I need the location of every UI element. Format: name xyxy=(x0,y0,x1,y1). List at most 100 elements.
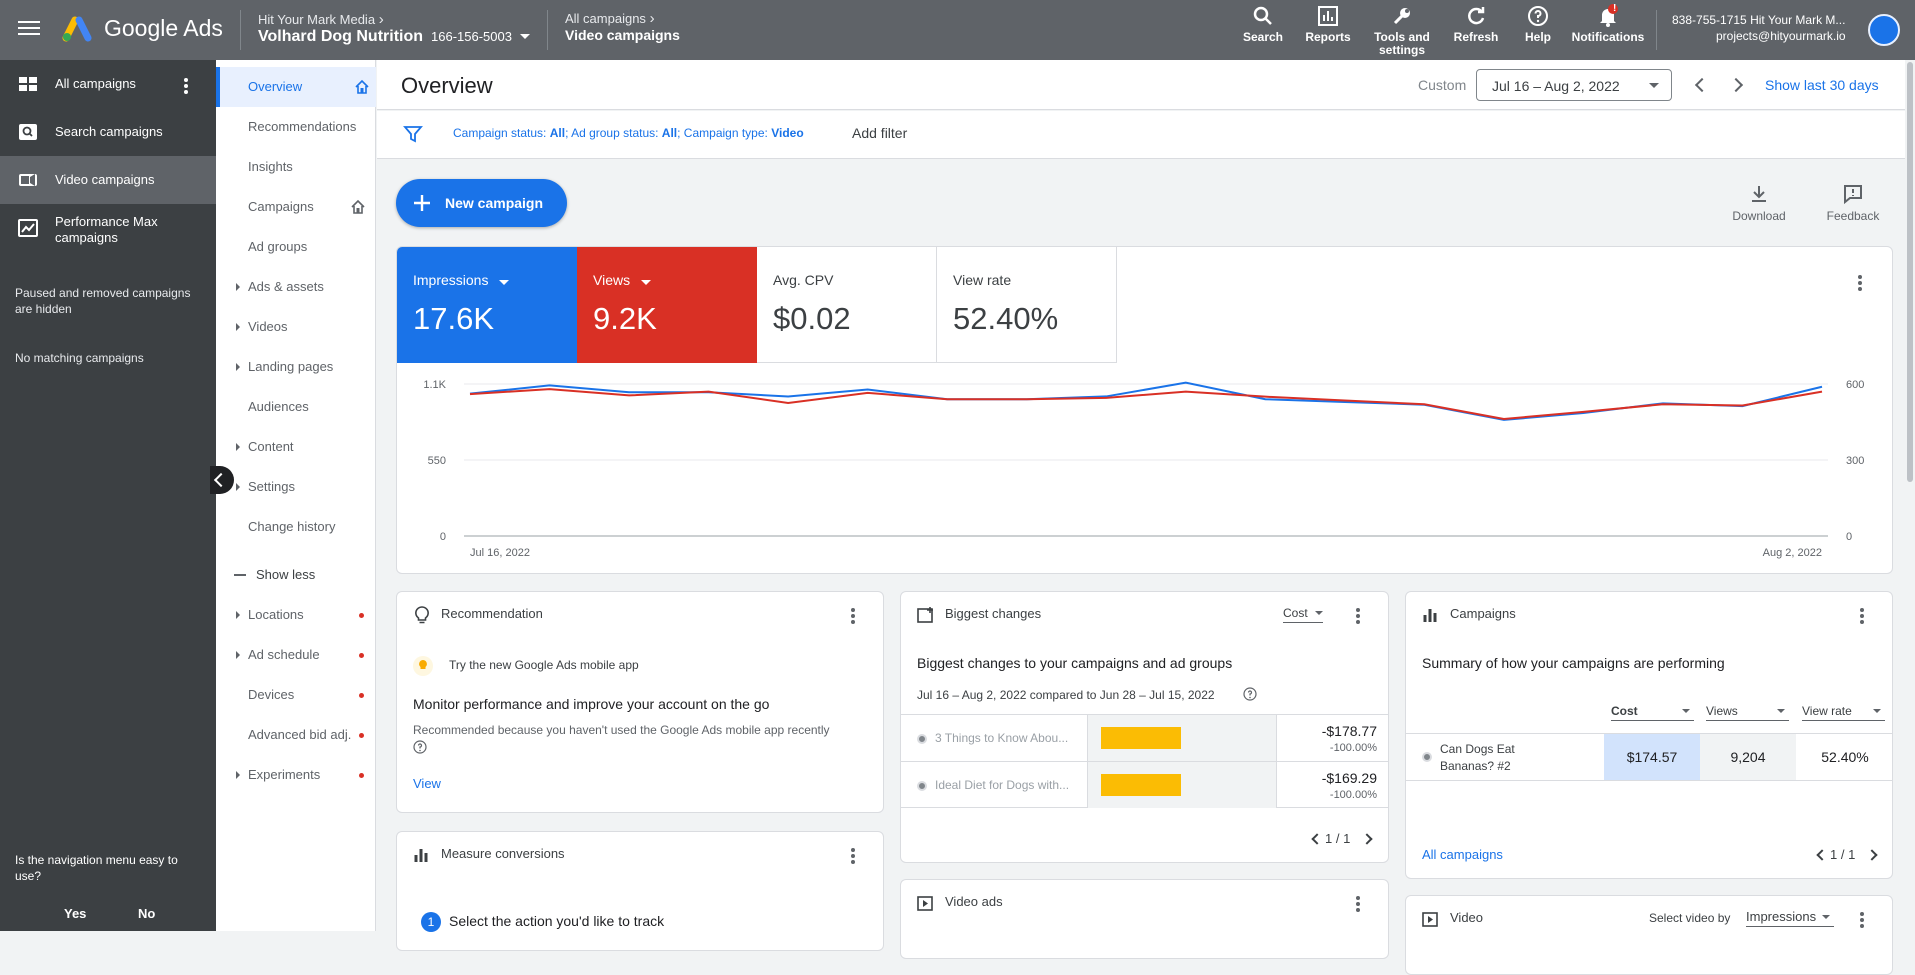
menu-show-less[interactable]: Show less xyxy=(216,555,376,595)
video-metric-selector[interactable]: Impressions xyxy=(1746,909,1834,927)
view-recommendation-link[interactable]: View xyxy=(413,776,441,791)
home-icon[interactable] xyxy=(354,79,370,95)
menu-ad-groups[interactable]: Ad groups xyxy=(216,227,376,267)
biggest-changes-card: Biggest changes Cost Biggest changes to … xyxy=(900,591,1389,863)
nav-video-campaigns[interactable]: Video campaigns xyxy=(0,156,216,204)
divider xyxy=(547,10,548,50)
add-filter-button[interactable]: Add filter xyxy=(852,125,907,141)
tools-settings-button[interactable]: Tools and settings xyxy=(1368,2,1436,57)
all-campaigns-link[interactable]: All campaigns xyxy=(1422,847,1503,862)
feedback-yes-button[interactable]: Yes xyxy=(64,906,86,921)
chevron-right-icon[interactable] xyxy=(1361,833,1372,844)
column-header-cost[interactable]: Cost xyxy=(1611,704,1638,718)
account-parent[interactable]: Hit Your Mark Media › xyxy=(258,11,384,28)
more-options-icon[interactable] xyxy=(851,848,855,866)
more-options-icon[interactable] xyxy=(1860,608,1864,626)
nav-search-campaigns[interactable]: Search campaigns xyxy=(0,108,216,156)
more-options-icon[interactable] xyxy=(184,78,188,96)
menu-content[interactable]: Content xyxy=(216,427,376,467)
more-options-icon[interactable] xyxy=(1860,912,1864,930)
table-row[interactable]: Ideal Diet for Dogs with... -$169.29 -10… xyxy=(901,761,1389,808)
brand-name[interactable]: Google Ads xyxy=(104,15,223,42)
campaign-name[interactable]: Ideal Diet for Dogs with... xyxy=(935,778,1085,792)
expand-arrow-icon xyxy=(236,771,240,779)
feedback-button[interactable]: Feedback xyxy=(1820,183,1886,223)
breadcrumb-parent[interactable]: All campaigns › xyxy=(565,10,655,27)
table-row[interactable]: Can Dogs Eat Bananas? #2 $174.57 9,204 5… xyxy=(1406,733,1893,781)
new-campaign-button[interactable]: New campaign xyxy=(396,179,567,227)
metric-avg-cpv[interactable]: Avg. CPV $0.02 xyxy=(757,247,937,363)
scrollbar-thumb[interactable] xyxy=(1907,62,1913,482)
menu-devices[interactable]: Devices xyxy=(216,675,376,715)
menu-audiences[interactable]: Audiences xyxy=(216,387,376,427)
filter-icon[interactable] xyxy=(403,124,423,144)
more-options-icon[interactable] xyxy=(1858,275,1862,293)
metric-selector[interactable]: Cost xyxy=(1283,606,1323,623)
change-percent: -100.00% xyxy=(1330,789,1377,801)
date-range-picker[interactable]: Jul 16 – Aug 2, 2022 xyxy=(1476,69,1672,101)
nav-performance-max[interactable]: Performance Max campaigns xyxy=(0,204,216,260)
help-icon[interactable] xyxy=(1243,687,1257,701)
user-account-line[interactable]: 838-755-1715 Hit Your Mark M... xyxy=(1672,13,1845,27)
user-email[interactable]: projects@hityourmark.io xyxy=(1716,29,1846,43)
expand-arrow-icon xyxy=(236,363,240,371)
menu-ad-schedule[interactable]: Ad schedule xyxy=(216,635,376,675)
menu-landing-pages[interactable]: Landing pages xyxy=(216,347,376,387)
menu-recommendations[interactable]: Recommendations xyxy=(216,107,376,147)
campaign-name[interactable]: Can Dogs Eat Bananas? #2 xyxy=(1440,741,1558,775)
series-line-views xyxy=(470,389,1822,419)
table-row[interactable]: 3 Things to Know Abou... -$178.77 -100.0… xyxy=(901,714,1389,761)
download-button[interactable]: Download xyxy=(1726,183,1792,223)
chevron-left-icon[interactable] xyxy=(1695,78,1709,92)
chevron-left-icon[interactable] xyxy=(1816,849,1827,860)
column-header-views[interactable]: Views xyxy=(1706,704,1738,718)
refresh-icon xyxy=(1464,4,1488,28)
change-percent: -100.00% xyxy=(1330,742,1377,754)
avatar[interactable] xyxy=(1868,14,1900,46)
column-header-view-rate[interactable]: View rate xyxy=(1802,704,1852,718)
video-card: Video Select video by Impressions xyxy=(1405,895,1893,975)
step-text: Select the action you'd like to track xyxy=(449,913,664,929)
show-last-30-days-link[interactable]: Show last 30 days xyxy=(1765,77,1879,93)
google-ads-logo xyxy=(62,14,92,42)
help-icon[interactable] xyxy=(413,740,427,754)
menu-change-history[interactable]: Change history xyxy=(216,507,376,547)
metric-views[interactable]: Views 9.2K xyxy=(577,247,757,363)
menu-videos[interactable]: Videos xyxy=(216,307,376,347)
menu-experiments[interactable]: Experiments xyxy=(216,755,376,795)
nav-label: Performance Max campaigns xyxy=(55,214,205,246)
active-filters[interactable]: Campaign status: All; Ad group status: A… xyxy=(453,126,804,140)
nav-all-campaigns[interactable]: All campaigns xyxy=(0,60,216,108)
search-tool-button[interactable]: Search xyxy=(1236,2,1290,44)
select-video-label: Select video by xyxy=(1649,911,1730,925)
menu-settings[interactable]: Settings xyxy=(216,467,376,507)
chevron-right-icon[interactable] xyxy=(1729,78,1743,92)
series-line-impressions xyxy=(470,383,1822,420)
metric-impressions[interactable]: Impressions 17.6K xyxy=(397,247,577,363)
menu-icon[interactable] xyxy=(18,18,40,38)
reports-tool-button[interactable]: Reports xyxy=(1300,2,1356,44)
menu-ads-assets[interactable]: Ads & assets xyxy=(216,267,376,307)
menu-locations[interactable]: Locations xyxy=(216,595,376,635)
home-icon[interactable] xyxy=(350,199,366,215)
menu-campaigns[interactable]: Campaigns xyxy=(216,187,376,227)
menu-advanced-bid[interactable]: Advanced bid adj. xyxy=(216,715,376,755)
divider xyxy=(1656,10,1657,50)
menu-overview[interactable]: Overview xyxy=(216,67,376,107)
page-scrollbar[interactable] xyxy=(1905,60,1915,931)
more-options-icon[interactable] xyxy=(1356,896,1360,914)
recommendation-reason: Recommended because you haven't used the… xyxy=(413,723,830,737)
more-options-icon[interactable] xyxy=(851,608,855,626)
refresh-button[interactable]: Refresh xyxy=(1448,2,1504,44)
menu-insights[interactable]: Insights xyxy=(216,147,376,187)
chevron-left-icon[interactable] xyxy=(1311,833,1322,844)
notifications-button[interactable]: Notifications ! xyxy=(1568,2,1648,44)
feedback-no-button[interactable]: No xyxy=(138,906,155,921)
chevron-right-icon[interactable] xyxy=(1866,849,1877,860)
metric-view-rate[interactable]: View rate 52.40% xyxy=(937,247,1117,363)
step-number-badge: 1 xyxy=(421,912,441,932)
more-options-icon[interactable] xyxy=(1356,608,1360,626)
help-button[interactable]: Help xyxy=(1512,2,1564,44)
campaign-name[interactable]: 3 Things to Know Abou... xyxy=(935,731,1085,745)
